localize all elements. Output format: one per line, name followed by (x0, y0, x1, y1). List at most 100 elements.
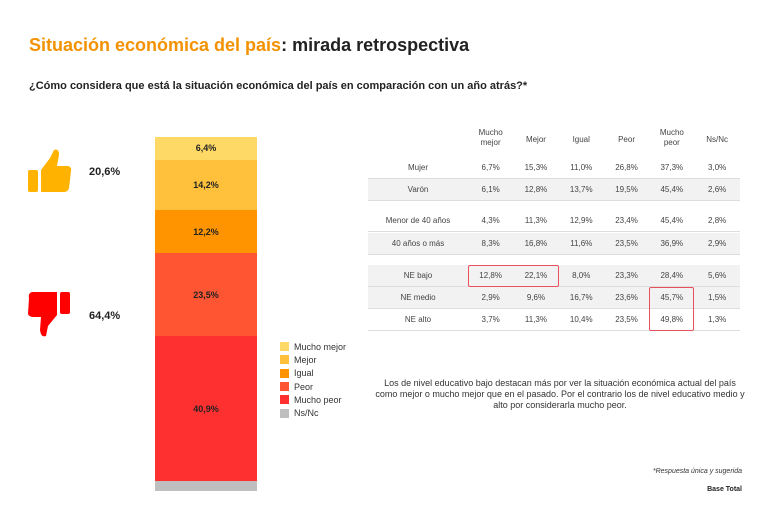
table-cell: 6,1% (481, 185, 500, 194)
legend-label: Peor (294, 381, 314, 392)
legend-label: Igual (294, 368, 314, 379)
table-cell: 23,5% (615, 239, 638, 248)
table-cell: 3,7% (481, 315, 500, 324)
data-label: 40,9% (193, 403, 219, 414)
table-cell: 23,5% (615, 315, 638, 324)
table-cell: 45,7% (660, 293, 684, 302)
legend-swatch (280, 368, 289, 378)
thumbs-down-icon (28, 292, 70, 337)
bar-segment: 23,5% (155, 253, 257, 337)
bar-segment: 12,2% (155, 209, 257, 254)
table-cell: 1,5% (708, 293, 727, 302)
legend-item: Igual (280, 367, 346, 380)
table-cell: 16,7% (569, 293, 593, 302)
bar-segment (155, 481, 257, 491)
column-header: Mucho mejor (478, 128, 503, 147)
table-cell: 1,3% (708, 315, 727, 324)
legend-label: Mucho mejor (294, 341, 347, 352)
table-cell: 28,4% (660, 271, 684, 280)
table-row: 40 años o más 8,3% 16,8% 11,6% 23,5% 36,9% 2,9… (368, 233, 740, 255)
page-title: Situación económica del país: mirada ret… (29, 35, 469, 56)
table-cell: 4,3% (481, 216, 500, 225)
negative-total: 64,4% (89, 310, 121, 322)
data-label: 23,5% (193, 289, 219, 300)
row-label: Mujer (407, 163, 428, 172)
table-cell: 2,9% (481, 293, 500, 302)
row-label: Menor de 40 años (385, 216, 451, 225)
data-label: 12,2% (193, 226, 219, 237)
legend-label: Mejor (294, 354, 317, 365)
column-header: Mucho peor (659, 128, 684, 147)
table-cell: 2,8% (708, 216, 727, 225)
question: ¿Cómo considera que está la situación ec… (29, 80, 528, 92)
row-label: NE medio (400, 293, 436, 302)
highlight-box (468, 265, 559, 287)
table-row: NE medio 2,9% 9,6% 16,7% 23,6% 45,7% 1,5% (368, 287, 740, 309)
table-cell: 2,6% (708, 185, 727, 194)
table-cell: 2,9% (708, 239, 727, 248)
table-cell: 8,0% (572, 271, 591, 280)
table-cell: 5,6% (708, 271, 727, 280)
row-label: NE bajo (403, 271, 433, 280)
table-cell: 37,3% (660, 163, 684, 172)
table-cell: 45,4% (660, 185, 684, 194)
data-label: 14,2% (193, 179, 219, 190)
note: Los de nivel educativo bajo destacan más… (375, 378, 745, 410)
title-rest: : mirada retrospectiva (281, 35, 470, 55)
table-cell: 9,6% (526, 293, 546, 302)
column-header: Mejor (525, 135, 546, 144)
table-cell: 3,0% (708, 163, 727, 172)
table-cell: 36,9% (660, 239, 684, 248)
table-cell: 26,8% (615, 163, 638, 172)
table-row: NE alto 3,7% 11,3% 10,4% 23,5% 49,8% 1,3% (368, 309, 740, 331)
table-cell: 10,4% (569, 315, 593, 324)
data-label: 6,4% (195, 143, 217, 154)
table-cell: 23,6% (615, 293, 638, 302)
table-row: Menor de 40 años 4,3% 11,3% 12,9% 23,4% 45,4%… (368, 210, 740, 232)
positive-total: 20,6% (89, 166, 121, 178)
table-row: Varón 6,1% 12,8% 13,7% 19,5% 45,4% 2,6% (368, 179, 740, 201)
column-header: Igual (572, 135, 590, 144)
table-cell: 16,8% (524, 239, 548, 248)
base-label: Base Total (707, 486, 742, 493)
table-cell: 13,7% (569, 185, 593, 194)
table-cell: 12,8% (524, 185, 548, 194)
table-cell: 11,0% (570, 163, 593, 172)
table-cell: 11,3% (524, 315, 547, 324)
legend-swatch (280, 395, 289, 405)
footnote: *Respuesta única y sugerida (652, 468, 742, 475)
legend-item: Mejor (280, 353, 346, 366)
legend-item: Mucho peor (280, 393, 346, 406)
table-cell: 15,3% (524, 163, 548, 172)
table-cell: 8,3% (481, 239, 500, 248)
legend-swatch (280, 355, 289, 365)
table-row: NE bajo 12,8% 22,1% 8,0% 23,3% 28,4% 5,6% (368, 265, 740, 287)
legend-label: Mucho peor (294, 394, 342, 405)
table-cell: 19,5% (615, 185, 638, 194)
table-cell: 49,8% (660, 315, 684, 324)
legend-item: Mucho mejor (280, 340, 346, 353)
table-cell: 23,3% (615, 271, 638, 280)
bar-segment: 14,2% (155, 159, 257, 210)
legend: Mucho mejor Mejor Igual Peor Mucho peor Ns/Nc (280, 340, 346, 420)
table-cell: 23,4% (615, 216, 638, 225)
row-label: NE alto (404, 315, 432, 324)
bar-segment: 6,4% (155, 137, 257, 160)
row-label: Varón (407, 185, 429, 194)
row-label: 40 años o más (391, 239, 445, 248)
table-cell: 22,1% (524, 271, 548, 280)
legend-item: Ns/Nc (280, 406, 346, 419)
table-cell: 11,6% (570, 239, 593, 248)
stacked-bar: 6,4% 14,2% 12,2% 23,5% 40,9% (155, 137, 257, 491)
table-cell: 6,7% (481, 163, 500, 172)
thumbs-up-icon (28, 149, 72, 192)
column-header: Peor (618, 135, 635, 144)
legend-swatch (280, 408, 289, 418)
column-header: Ns/Nc (706, 135, 729, 144)
table-cell: 12,9% (569, 216, 593, 225)
highlight-box (649, 287, 695, 331)
table-cell: 12,8% (479, 271, 502, 280)
title-highlight: Situación económica del país (29, 35, 282, 55)
legend-swatch (280, 382, 289, 392)
bar-segment: 40,9% (155, 336, 257, 482)
